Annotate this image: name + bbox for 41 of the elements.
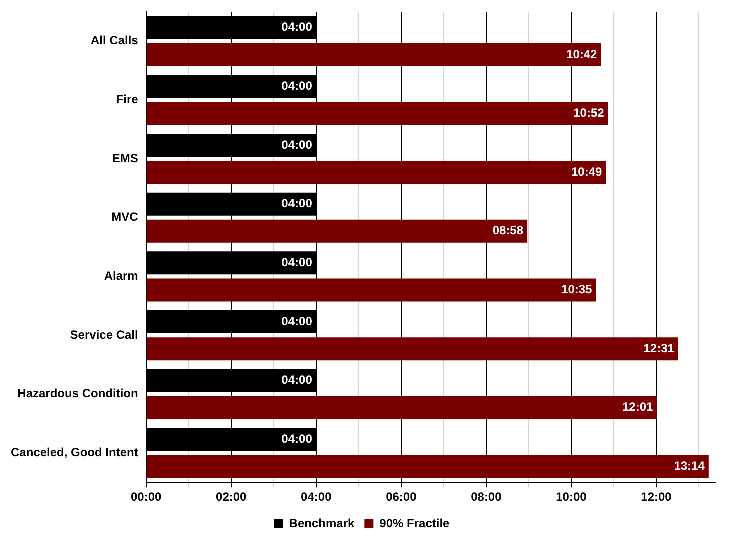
y-tick-label: Hazardous Condition: [18, 386, 138, 401]
x-tick-label: 00:00: [130, 490, 162, 504]
data-label: 10:42: [566, 47, 598, 62]
data-label: 12:01: [622, 400, 654, 414]
data-label: 04:00: [282, 373, 313, 388]
bar: [146, 43, 602, 66]
bar: [146, 161, 606, 184]
data-label: 04:00: [282, 196, 313, 211]
data-label: 04:00: [282, 79, 313, 94]
data-label: 13:14: [674, 459, 706, 474]
data-label: 10:49: [571, 164, 603, 179]
y-tick-label: MVC: [112, 210, 139, 224]
bar: [146, 278, 596, 302]
data-label: 04:00: [282, 255, 313, 270]
data-label: 10:35: [562, 282, 593, 297]
y-tick-label: EMS: [112, 151, 138, 166]
bar: [146, 396, 658, 420]
bar: [146, 455, 709, 478]
data-label: 12:31: [644, 341, 675, 356]
x-tick-label: 06:00: [386, 490, 418, 504]
data-label: 08:58: [492, 224, 524, 238]
x-tick-label: 12:00: [641, 490, 672, 504]
data-label: 04:00: [282, 20, 313, 34]
y-tick-label: All Calls: [90, 34, 139, 48]
y-tick-label: Service Call: [70, 328, 138, 342]
data-label: 04:00: [282, 138, 313, 152]
x-tick-label: 10:00: [556, 490, 588, 504]
data-label: 10:52: [574, 106, 605, 120]
legend-label: 90% Fractile: [380, 516, 450, 530]
x-tick-label: 08:00: [471, 490, 502, 504]
legend-label: Benchmark: [289, 516, 355, 530]
bar: [146, 338, 678, 361]
bar: [146, 220, 528, 243]
y-tick-label: Alarm: [104, 269, 138, 284]
x-tick-label: 02:00: [216, 490, 248, 504]
bar: [146, 102, 608, 126]
data-label: 04:00: [282, 432, 313, 446]
data-label: 04:00: [282, 314, 313, 328]
y-tick-label: Canceled, Good Intent: [11, 446, 138, 460]
y-tick-label: Fire: [116, 92, 139, 107]
x-tick-label: 04:00: [301, 490, 332, 504]
